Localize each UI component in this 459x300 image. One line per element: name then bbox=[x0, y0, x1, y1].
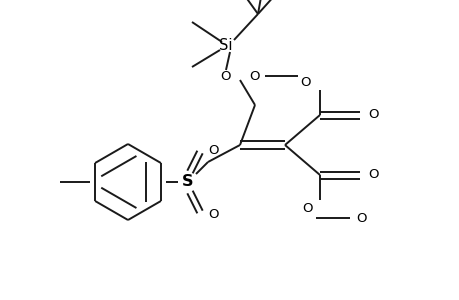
Text: O: O bbox=[300, 76, 311, 89]
Text: O: O bbox=[208, 208, 219, 220]
Text: O: O bbox=[356, 212, 366, 224]
Text: S: S bbox=[182, 175, 193, 190]
Text: O: O bbox=[249, 70, 260, 83]
Text: O: O bbox=[368, 109, 378, 122]
Text: Si: Si bbox=[219, 38, 232, 53]
Text: O: O bbox=[368, 169, 378, 182]
Text: O: O bbox=[220, 70, 231, 83]
Text: O: O bbox=[302, 202, 313, 214]
Text: O: O bbox=[208, 143, 219, 157]
